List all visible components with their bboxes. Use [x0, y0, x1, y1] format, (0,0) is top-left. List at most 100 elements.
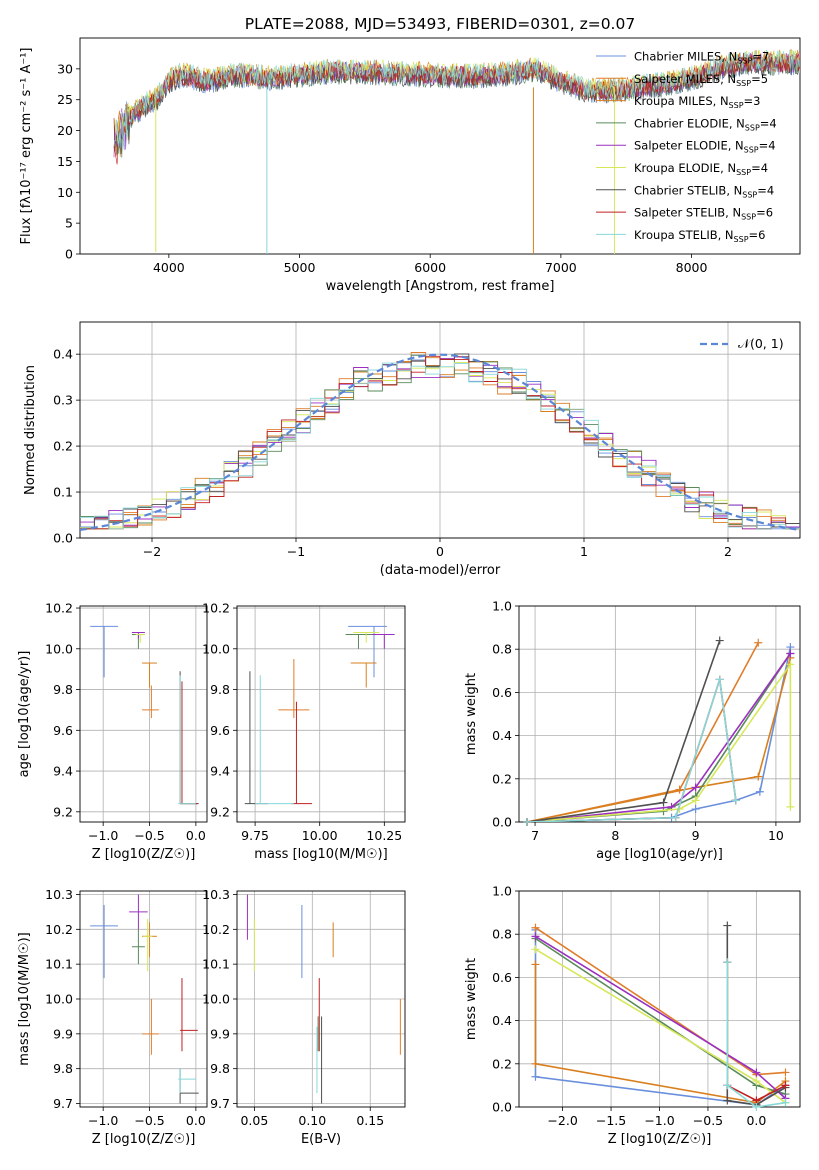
weight-marker: [731, 796, 740, 805]
weight-marker: [671, 813, 680, 822]
y-tick-label: 9.9: [210, 1026, 230, 1041]
errorbar-point: [244, 671, 269, 805]
chart-age-vs-Z: −1.0 −0.5 0.0 9.2 9.4 9.6 9.8 10.0 10.2 Z [log10(…: [17, 601, 208, 862]
legend-entry: Chabrier MILES, NSSP=7: [634, 50, 769, 66]
y-tick-label: 10.2: [202, 922, 230, 937]
y-tick-label: 9.8: [53, 682, 73, 697]
weight-marker: [523, 818, 532, 826]
y-tick-label: 9.6: [210, 723, 230, 738]
chart-residuals: −2 −1 0 1 2 0.0 0.1 0.2 0.3 0.4 (data-model)/error…: [23, 321, 801, 578]
y-tick-label: 9.7: [53, 1096, 73, 1111]
legend-entry: Kroupa MILES, NSSP=3: [634, 94, 760, 110]
weight-marker: [531, 1072, 540, 1081]
x-tick-label: 0.0: [186, 828, 206, 843]
weight-line: [726, 962, 786, 1107]
x-tick-label: 10: [768, 828, 784, 843]
legend-entry: Salpeter STELIB, NSSP=6: [634, 206, 773, 222]
errorbar-point: [142, 662, 157, 688]
errorbar-point: [143, 918, 153, 972]
weight-marker: [723, 958, 732, 967]
x-tick-label: −2: [143, 544, 161, 559]
weight-line: [534, 929, 786, 1106]
x-axis-label: E(B-V): [301, 1132, 341, 1147]
y-tick-label: 9.8: [210, 1061, 230, 1076]
weight-marker: [715, 636, 724, 645]
y-tick-label: 9.4: [210, 764, 230, 779]
y-tick-label: 0.0: [492, 1100, 512, 1115]
legend-entry: Chabrier STELIB, NSSP=4: [634, 183, 774, 199]
y-tick-label: 10: [57, 185, 73, 200]
y-tick-label: 1.0: [492, 599, 512, 614]
weight-marker: [531, 923, 540, 932]
y-tick-label: 10.2: [45, 601, 73, 616]
x-tick-label: −2.0: [547, 1113, 577, 1128]
y-tick-label: 0.4: [492, 728, 512, 743]
y-tick-label: 0: [65, 247, 73, 262]
errorbar-point: [142, 685, 159, 719]
weight-marker: [723, 921, 732, 930]
y-axis-label: age [log10(age/yr)]: [17, 651, 32, 778]
errorbar-point: [353, 631, 380, 643]
x-tick-label: 5000: [284, 260, 316, 275]
y-tick-label: 0.3: [53, 393, 73, 408]
y-tick-label: 15: [57, 154, 73, 169]
normal-reference-curve: [80, 353, 800, 531]
x-tick-label: −1: [287, 544, 305, 559]
x-tick-label: 7000: [545, 260, 577, 275]
errorbar-point: [350, 662, 377, 688]
errorbar-point: [348, 625, 387, 678]
y-tick-label: 1.0: [492, 884, 512, 899]
y-axis-label: Flux [fλ10⁻¹⁷ erg cm⁻² s⁻¹ A⁻¹]: [19, 48, 34, 245]
y-tick-label: 9.9: [53, 1026, 73, 1041]
y-tick-label: 10.3: [202, 887, 230, 902]
y-tick-label: 30: [57, 61, 73, 76]
weight-line: [526, 657, 792, 822]
y-tick-label: 9.2: [210, 804, 230, 819]
weight-marker: [781, 1081, 790, 1090]
errorbar-point: [90, 904, 119, 979]
weight-line: [535, 935, 787, 1099]
weight-marker: [786, 660, 795, 669]
legend-entry: 𝒩(0, 1): [738, 336, 784, 351]
weight-marker: [786, 649, 795, 658]
weight-line: [526, 679, 737, 822]
y-tick-label: 0.4: [53, 347, 73, 362]
errorbar-point: [142, 922, 157, 958]
y-tick-label: 0.2: [492, 771, 512, 786]
weight-marker: [754, 772, 763, 781]
y-axis-label: mass weight: [464, 673, 479, 755]
errorbar-point: [180, 978, 198, 1052]
figure-title: PLATE=2088, MJD=53493, FIBERID=0301, z=0…: [245, 15, 635, 33]
y-tick-label: 0.6: [492, 685, 512, 700]
y-tick-label: 0.8: [492, 927, 512, 942]
residual-histogram: [80, 352, 800, 530]
y-tick-label: 10.3: [45, 887, 73, 902]
errorbar-point: [345, 634, 372, 649]
y-tick-label: 9.7: [210, 1096, 230, 1111]
y-axis-label: Normed distribution: [23, 365, 38, 495]
weight-line: [526, 653, 792, 822]
x-tick-label: 7: [531, 828, 539, 843]
plot-frame: [236, 605, 406, 823]
residual-histogram: [80, 362, 800, 530]
x-tick-label: −0.5: [134, 828, 164, 843]
x-tick-label: 0: [436, 544, 444, 559]
weight-marker: [781, 1068, 790, 1077]
errorbar-point: [371, 634, 395, 649]
x-tick-label: −0.5: [134, 1113, 164, 1128]
errorbar-point: [255, 675, 294, 805]
y-tick-label: 0.0: [53, 531, 73, 546]
errorbar-point: [291, 701, 312, 805]
y-tick-label: 0.6: [492, 970, 512, 985]
plot-frame: [79, 605, 208, 823]
weight-line: [526, 661, 792, 822]
legend-entry: Kroupa ELODIE, NSSP=4: [634, 161, 768, 177]
y-tick-label: 0.8: [492, 642, 512, 657]
legend-entry: Kroupa STELIB, NSSP=6: [634, 228, 765, 244]
plot-frame: [79, 37, 801, 255]
weight-marker: [531, 1059, 540, 1068]
weight-marker: [752, 1077, 761, 1086]
x-tick-label: 0.15: [356, 1113, 384, 1128]
x-tick-label: −0.5: [693, 1113, 723, 1128]
x-tick-label: 9.75: [241, 828, 269, 843]
